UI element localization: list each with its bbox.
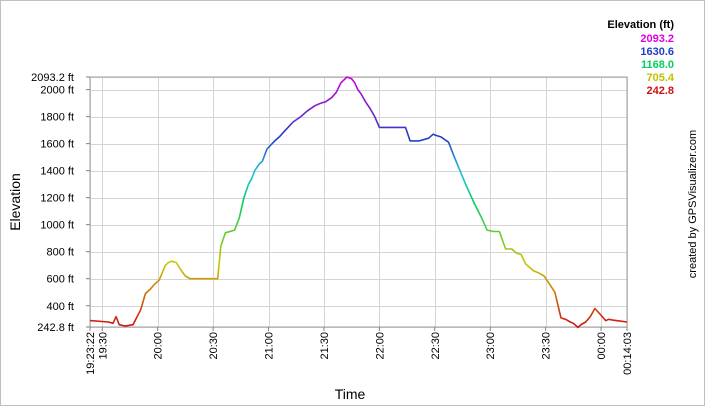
x-tick-label: 19:30 bbox=[97, 332, 109, 360]
legend-value: 1168.0 bbox=[641, 59, 674, 71]
elevation-series-line bbox=[89, 76, 628, 329]
x-tick-label: 21:00 bbox=[264, 332, 276, 360]
y-tick-label: 1600 ft bbox=[40, 139, 74, 151]
x-tick-label: 20:00 bbox=[153, 332, 165, 360]
x-tick-labels: 19:23:22 19:30 20:00 20:30 21:00 21:30 22:00 22… bbox=[85, 327, 634, 375]
legend-value: 705.4 bbox=[646, 72, 674, 84]
legend: Elevation (ft) 2093.21630.61168.0705.424… bbox=[607, 19, 675, 97]
x-tick-label: 22:00 bbox=[374, 332, 386, 360]
x-tick-label: 23:00 bbox=[485, 332, 497, 360]
legend-value: 2093.2 bbox=[640, 33, 674, 45]
plot-area bbox=[90, 77, 627, 327]
x-tick-label: 19:23:22 bbox=[85, 332, 97, 375]
x-tick-label: 00:14:03 bbox=[622, 332, 634, 375]
x-axis-label: Time bbox=[335, 386, 366, 402]
y-tick-label: 1400 ft bbox=[40, 166, 74, 178]
legend-title: Elevation (ft) bbox=[607, 19, 674, 31]
y-tick-label: 2093.2 ft bbox=[31, 72, 74, 84]
plot-frame bbox=[89, 76, 628, 328]
y-tick-label: 1200 ft bbox=[40, 193, 74, 205]
y-tick-label: 242.8 ft bbox=[37, 322, 74, 334]
x-tick-label: 23:30 bbox=[541, 332, 553, 360]
x-tick-label: 00:00 bbox=[596, 332, 608, 360]
series-layer bbox=[89, 76, 628, 329]
x-tick-label: 20:30 bbox=[208, 332, 220, 360]
y-tick-label: 600 ft bbox=[46, 274, 74, 286]
y-tick-labels: 242.8 ft 400 ft 600 ft 800 ft 1000 ft 1200 ft… bbox=[31, 72, 90, 334]
y-tick-label: 2000 ft bbox=[40, 85, 74, 97]
y-tick-label: 800 ft bbox=[46, 247, 74, 259]
legend-value: 242.8 bbox=[646, 85, 674, 97]
y-tick-label: 1000 ft bbox=[40, 220, 74, 232]
watermark-text: created by GPSVisualizer.com bbox=[687, 130, 699, 278]
x-tick-label: 22:30 bbox=[430, 332, 442, 360]
legend-value: 1630.6 bbox=[640, 46, 674, 58]
x-tick-label: 21:30 bbox=[319, 332, 331, 360]
y-tick-label: 400 ft bbox=[46, 301, 74, 313]
y-tick-label: 1800 ft bbox=[40, 112, 74, 124]
y-axis-label: Elevation bbox=[7, 173, 23, 231]
